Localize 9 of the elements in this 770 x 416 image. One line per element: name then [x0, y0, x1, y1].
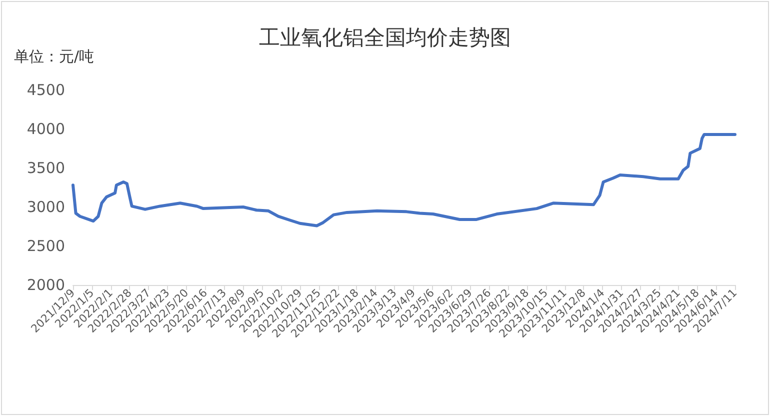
y-tick-label: 3000	[26, 198, 65, 216]
y-tick-label: 4000	[26, 120, 65, 138]
chart-title: 工业氧化铝全国均价走势图	[259, 26, 511, 50]
line-series	[72, 132, 736, 228]
y-tick-label: 3500	[26, 159, 65, 177]
y-tick-label: 4500	[26, 81, 65, 99]
y-tick-label: 2500	[26, 237, 65, 255]
y-axis-title: 单位：元/吨	[14, 48, 94, 66]
y-tick-label: 2000	[26, 276, 65, 294]
